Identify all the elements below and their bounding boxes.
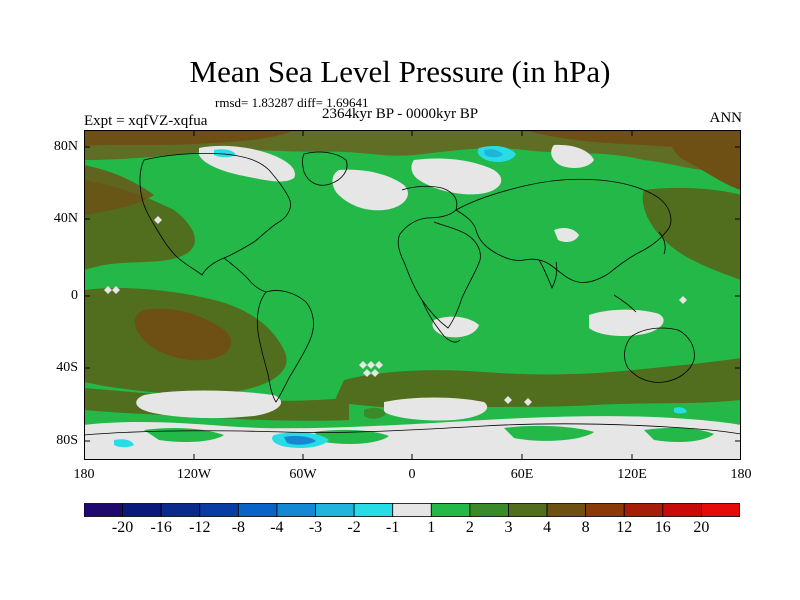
- lat-label: 80N: [53, 139, 78, 154]
- colorbar-box: [84, 503, 123, 517]
- colorbar-label: -2: [347, 519, 361, 536]
- lon-label: 120W: [176, 467, 212, 482]
- brown-regions: [84, 130, 741, 361]
- chart-title: Mean Sea Level Pressure (in hPa): [189, 54, 611, 89]
- colorbar-box: [469, 503, 509, 517]
- lon-label: 180: [730, 467, 752, 482]
- colorbar-label: 2: [465, 519, 474, 536]
- lon-label: 0: [408, 467, 416, 482]
- colorbar-box: [199, 503, 239, 517]
- lon-label: 180: [73, 467, 95, 482]
- colorbar-label: -20: [111, 519, 134, 536]
- colorbar-label: -8: [231, 519, 246, 536]
- blue-regions: [114, 146, 687, 448]
- colorbar-label: -4: [270, 519, 284, 536]
- colorbar-label: 8: [581, 519, 590, 536]
- stats-text: rmsd= 1.83287 diff= 1.69641: [215, 95, 369, 110]
- colorbar-box: [701, 503, 740, 517]
- lon-label: 60E: [510, 467, 534, 482]
- colorbar: [84, 503, 740, 517]
- lat-label: 40N: [53, 211, 78, 226]
- colorbar-label: 20: [693, 519, 710, 536]
- axis-ticks: [84, 130, 741, 460]
- colorbar-box: [315, 503, 355, 517]
- colorbar-box: [392, 503, 432, 517]
- colorbar-label: -3: [308, 519, 323, 536]
- lat-label: 0: [71, 288, 78, 303]
- colorbar-box: [546, 503, 587, 517]
- lat-label: 40S: [56, 360, 78, 375]
- colorbar-label: 1: [427, 519, 436, 536]
- colorbar-label: -1: [386, 519, 400, 536]
- colorbar-box: [353, 503, 394, 517]
- colorbar-label: -12: [189, 519, 211, 536]
- colorbar-box: [662, 503, 702, 517]
- diamond-markers: [104, 216, 687, 406]
- coastlines: [84, 151, 741, 436]
- colorbar-label: 16: [654, 519, 671, 536]
- lat-label: 80S: [56, 433, 78, 448]
- experiment-label: Expt = xqfVZ-xqfua: [84, 113, 208, 129]
- colorbar-box: [430, 503, 471, 517]
- colorbar-box: [276, 503, 316, 517]
- colorbar-box: [122, 503, 162, 517]
- colorbar-label: 3: [504, 519, 513, 536]
- colorbar-box: [237, 503, 278, 517]
- colorbar-box: [160, 503, 201, 517]
- colorbar-box: [585, 503, 625, 517]
- pressure-map: [84, 130, 741, 460]
- grey-regions: [84, 144, 741, 460]
- period-label: 2364kyr BP - 0000kyr BP: [322, 106, 479, 122]
- colorbar-label: 4: [543, 519, 552, 536]
- colorbar-box: [508, 503, 548, 517]
- lon-label: 60W: [289, 467, 317, 482]
- season-label: ANN: [709, 110, 743, 126]
- colorbar-label: -16: [150, 519, 172, 536]
- colorbar-label: 12: [616, 519, 633, 536]
- green-patches: [144, 407, 714, 444]
- colorbar-box: [623, 503, 664, 517]
- lon-label: 120E: [617, 467, 647, 482]
